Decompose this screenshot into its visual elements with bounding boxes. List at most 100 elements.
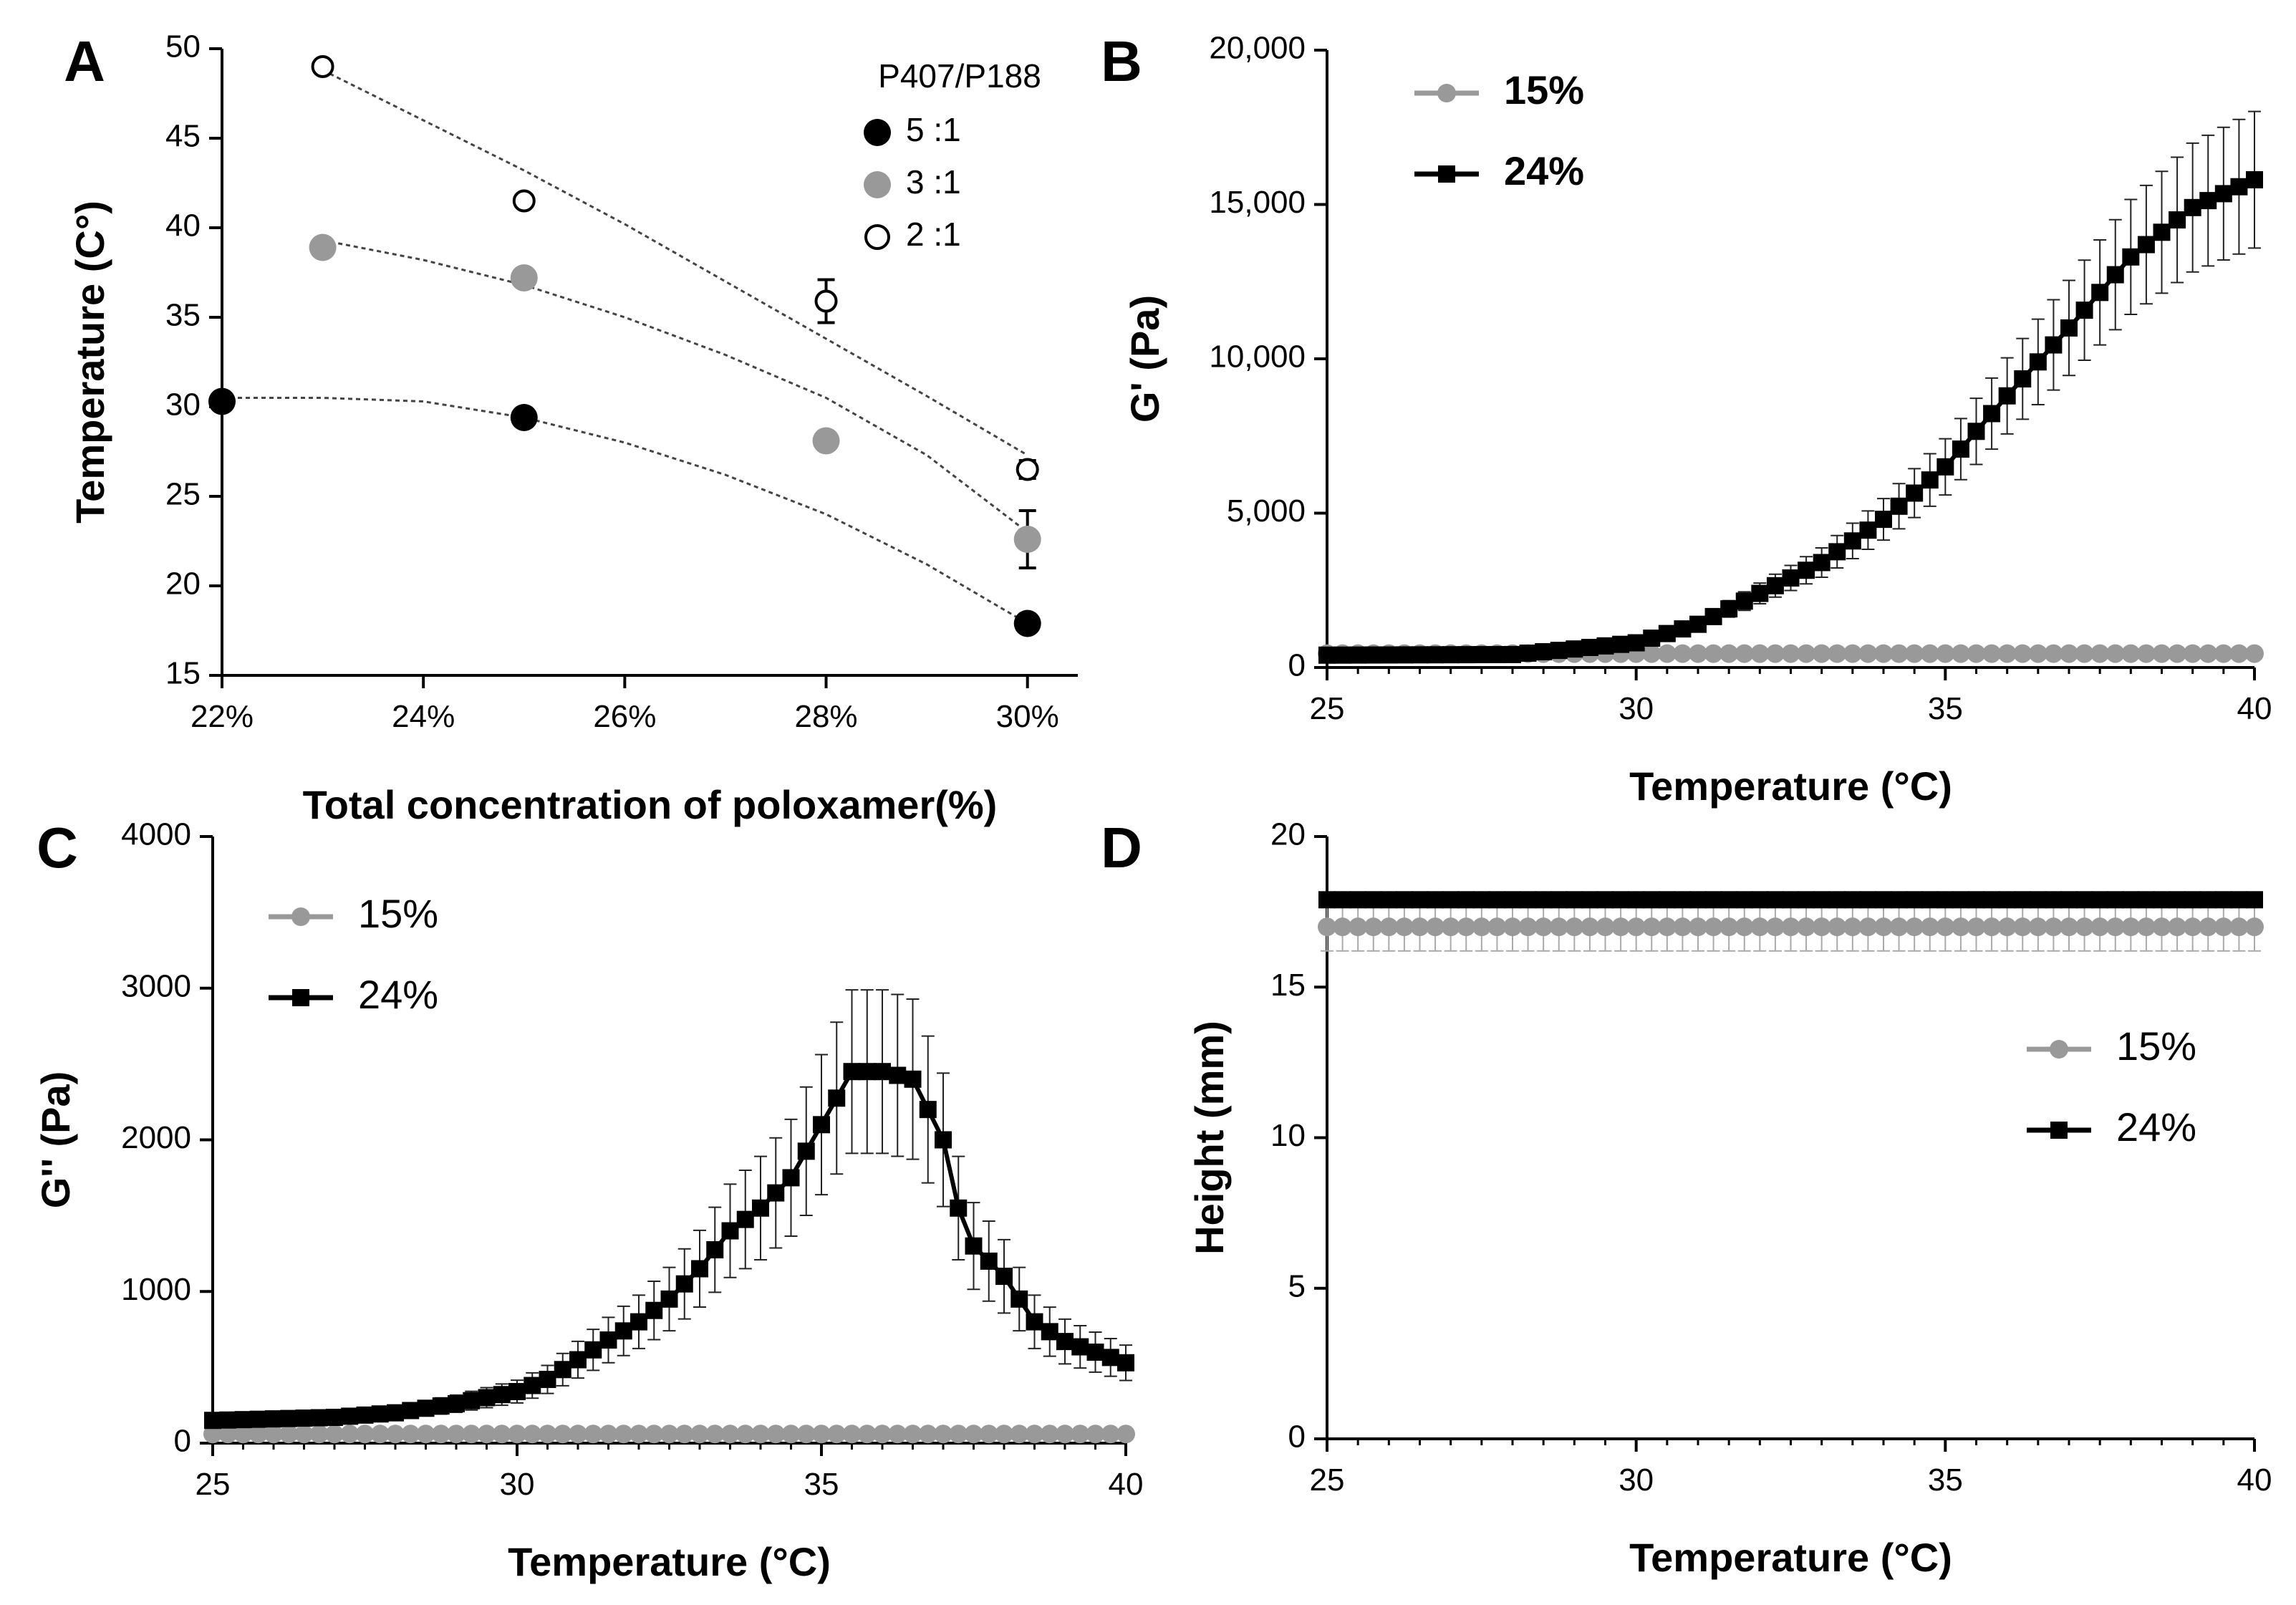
- data-point: [1472, 917, 1491, 937]
- data-point: [1719, 644, 1739, 663]
- data-point: [1010, 1425, 1029, 1444]
- data-point: [1472, 891, 1490, 909]
- data-point: [630, 1313, 647, 1331]
- data-point: [386, 1425, 405, 1444]
- data-point: [2060, 319, 2078, 337]
- data-point: [1874, 644, 1893, 663]
- data-point: [584, 1425, 603, 1444]
- data-point: [310, 1409, 328, 1427]
- panel-b: B 25 30 35 40 0 5,000 10,000 15,000 20,000 Tempera…: [1101, 29, 2272, 809]
- data-point: [1704, 891, 1722, 909]
- data-point: [1704, 917, 1723, 937]
- data-point: [1905, 917, 1924, 937]
- y-axis-label: Temperature (C°): [67, 201, 112, 524]
- legend-marker: [1437, 84, 1456, 102]
- data-point: [326, 1409, 343, 1427]
- y-tick-label: 10,000: [1209, 339, 1306, 375]
- data-point: [2075, 891, 2093, 909]
- y-tick-label: 40: [165, 208, 201, 244]
- data-point: [2090, 644, 2110, 663]
- panel-a: A 22% 24% 26% 28% 30% 15 20 25 30 35 40 45 50 Total co…: [64, 29, 1078, 827]
- data-point: [934, 1425, 952, 1444]
- data-point: [1674, 620, 1692, 638]
- data-point: [309, 1425, 329, 1444]
- x-tick-label: 40: [2237, 691, 2272, 726]
- legend-label: 3 :1: [906, 163, 961, 201]
- trend-line-2: [322, 69, 1028, 456]
- data-point: [1596, 637, 1614, 655]
- data-point: [539, 1371, 556, 1389]
- data-point: [1890, 497, 1908, 515]
- data-point: [752, 1199, 769, 1217]
- data-point: [510, 264, 538, 291]
- data-point: [1983, 405, 2001, 423]
- data-point: [1673, 644, 1692, 663]
- data-point: [1411, 646, 1429, 664]
- data-point: [2013, 644, 2032, 663]
- data-point: [2091, 284, 2109, 302]
- data-point: [234, 1411, 252, 1429]
- data-point: [1751, 891, 1769, 909]
- y-tick-label: 5: [1288, 1268, 1306, 1303]
- y-tick-label: 0: [1288, 1420, 1306, 1455]
- legend-marker: [2050, 1040, 2068, 1059]
- data-point: [2184, 891, 2201, 909]
- data-point: [1349, 891, 1367, 909]
- data-point: [1874, 917, 1893, 937]
- data-point: [2122, 891, 2140, 909]
- data-point: [1611, 917, 1631, 937]
- data-point: [1998, 387, 2016, 405]
- data-point: [2214, 185, 2232, 203]
- data-point: [1673, 917, 1692, 937]
- data-point: [1519, 891, 1537, 909]
- data-point: [1967, 423, 1985, 440]
- data-point: [1689, 615, 1707, 633]
- data-point: [2028, 917, 2047, 937]
- data-point: [889, 1066, 907, 1084]
- data-point: [1843, 891, 1861, 909]
- data-point: [2060, 917, 2078, 937]
- data-point: [1750, 644, 1770, 663]
- data-point: [1951, 917, 1970, 937]
- data-point: [735, 1425, 755, 1444]
- data-point: [1013, 609, 1041, 637]
- data-point: [280, 1409, 298, 1427]
- data-point: [1380, 891, 1398, 909]
- data-point: [2014, 891, 2032, 909]
- data-point: [2013, 917, 2032, 937]
- data-point: [1936, 891, 1954, 909]
- legend-label: 24%: [2116, 1104, 2196, 1149]
- data-point: [1735, 891, 1753, 909]
- data-point: [736, 1210, 754, 1228]
- data-point: [1813, 554, 1830, 572]
- data-point: [203, 1425, 222, 1444]
- data-point: [1426, 917, 1445, 937]
- data-point: [1657, 644, 1677, 663]
- data-point: [1952, 891, 1969, 909]
- data-point: [2199, 644, 2218, 663]
- legend-label: 15%: [1504, 67, 1584, 112]
- data-point: [340, 1425, 360, 1444]
- x-tick-label: 35: [1928, 1462, 1963, 1498]
- data-point: [447, 1425, 466, 1444]
- data-point: [2214, 891, 2232, 909]
- data-point: [1411, 891, 1429, 909]
- data-point: [1813, 891, 1830, 909]
- y-tick-label: 1000: [121, 1272, 191, 1307]
- data-point: [1720, 600, 1738, 618]
- data-point: [614, 1322, 632, 1340]
- data-point: [2060, 891, 2078, 909]
- y-tick-label: 0: [174, 1424, 191, 1459]
- data-point: [1504, 645, 1521, 663]
- data-point: [249, 1425, 268, 1444]
- data-point: [1101, 1349, 1119, 1367]
- y-axis-label: G'' (Pa): [33, 1071, 78, 1209]
- data-point: [1086, 1425, 1105, 1444]
- data-point: [1689, 917, 1707, 937]
- data-point: [858, 1063, 876, 1081]
- data-point: [1982, 917, 2002, 937]
- data-point: [1627, 891, 1645, 909]
- data-point: [2106, 917, 2125, 937]
- data-point: [1906, 891, 1924, 909]
- data-point: [857, 1425, 877, 1444]
